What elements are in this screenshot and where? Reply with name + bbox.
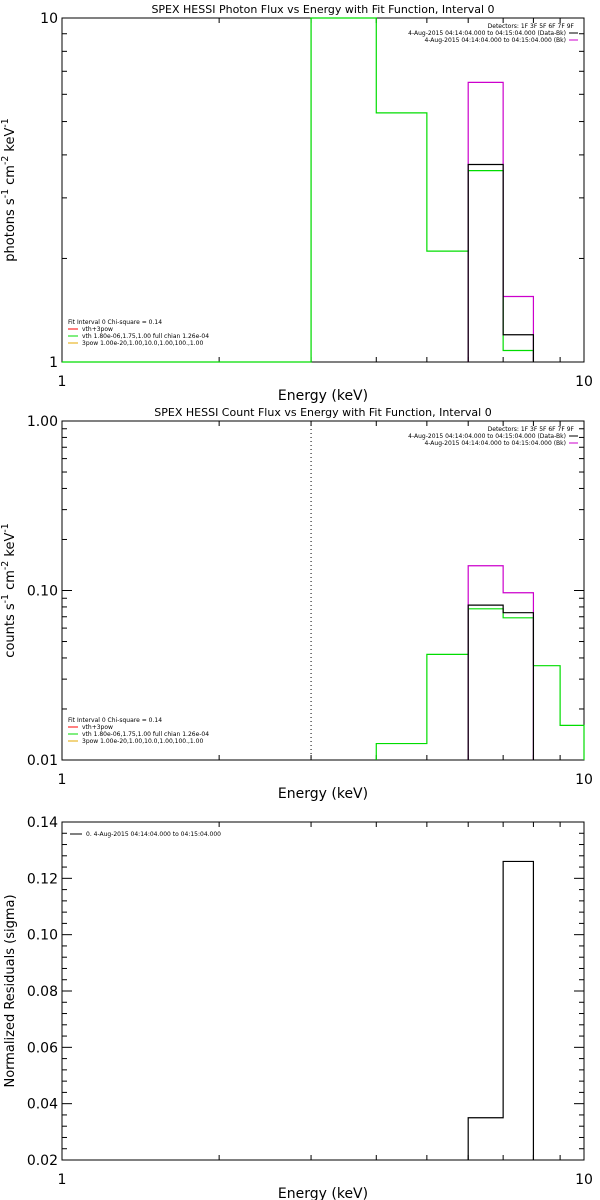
chart-panel-2: 1 10 0.01 0.10 1.00 SPEX HESSI Count Flux vs … — [0, 406, 593, 802]
x-axis-label: Energy (keV) — [278, 1186, 368, 1200]
y-tick-label: 0.06 — [27, 1040, 58, 1056]
legend-right-entry: 4-Aug-2015 04:14:04.000 to 04:15:04.000 … — [424, 440, 566, 447]
legend-left-entry: vth 1.80e-06,1.75,1.00 full chian 1.26e-… — [82, 731, 209, 738]
legend-left-entry: 3pow 1.00e-20,1.00,10.0,1.00,100.,1.00 — [82, 738, 203, 745]
legend-right-entry: 4-Aug-2015 04:14:04.000 to 04:15:04.000 … — [408, 30, 566, 37]
y-tick-label: 1.00 — [27, 414, 58, 430]
chart-title: SPEX HESSI Photon Flux vs Energy with Fi… — [151, 3, 494, 16]
x-tick-label: 1 — [58, 374, 67, 390]
series-2-steps — [467, 81, 535, 362]
legend-top-entry: 0. 4-Aug-2015 04:14:04.000 to 04:15:04.0… — [86, 831, 221, 838]
series-2-steps — [467, 565, 535, 760]
series-3-steps — [467, 163, 535, 362]
plot-frame — [61, 17, 585, 363]
y-tick-label: 0.02 — [27, 1153, 58, 1169]
chart-panel-1: 1 10 1 10 SPEX HESSI Photon Flux vs Energy w… — [0, 3, 593, 404]
x-tick-label: 1 — [58, 772, 67, 788]
legend-left-entry: vth 1.80e-06,1.75,1.00 full chian 1.26e-… — [82, 333, 209, 340]
x-tick-label: 10 — [575, 374, 593, 390]
legend-left-entry: vth+3pow — [82, 724, 113, 731]
y-tick-label: 10 — [40, 11, 58, 27]
y-tick-label: 0.14 — [27, 815, 58, 831]
legend-left-entry: 3pow 1.00e-20,1.00,10.0,1.00,100.,1.00 — [82, 340, 203, 347]
plot-frame — [61, 420, 585, 761]
y-axis-label: counts s-1​ cm-2​ keV-1​ — [0, 523, 18, 657]
y-tick-label: 0.01 — [27, 753, 58, 769]
x-tick-label: 1 — [58, 1172, 67, 1188]
y-tick-label: 0.12 — [27, 871, 58, 887]
x-axis-label: Energy (keV) — [278, 388, 368, 404]
y-tick-label: 0.04 — [27, 1097, 58, 1113]
series-3-steps — [467, 604, 535, 760]
legend-right-entry: 4-Aug-2015 04:14:04.000 to 04:15:04.000 … — [424, 37, 566, 44]
x-tick-label: 10 — [575, 772, 593, 788]
plot-frame — [61, 821, 585, 1161]
legend-right-entry: Detectors: 1F 3F 5F 6F 7F 9F — [488, 426, 575, 433]
legend-left-entry: Fit Interval 0 Chi-square = 0.14 — [68, 319, 162, 326]
series-1-steps — [467, 860, 535, 1160]
legend-left-entry: Fit Interval 0 Chi-square = 0.14 — [68, 717, 162, 724]
series-1-steps — [62, 17, 535, 363]
y-axis-label: photons s-1​ cm-2​ keV-1​ — [0, 118, 18, 261]
y-tick-label: 0.08 — [27, 984, 58, 1000]
legend-left-entry: vth+3pow — [82, 326, 113, 333]
x-axis-label: Energy (keV) — [278, 786, 368, 802]
y-tick-label: 0.10 — [27, 584, 58, 600]
y-tick-label: 0.10 — [27, 928, 58, 944]
legend-right-entry: 4-Aug-2015 04:14:04.000 to 04:15:04.000 … — [408, 433, 566, 440]
y-axis-label: Normalized Residuals (sigma) — [3, 894, 18, 1087]
x-tick-label: 10 — [575, 1172, 593, 1188]
chart-panel-3: 1 10 0.02 0.04 0.06 0.08 0.10 0.12 0.14 Energy (k… — [3, 815, 593, 1200]
series-1-steps — [375, 608, 585, 760]
legend-right-entry: Detectors: 1F 3F 5F 6F 7F 9F — [488, 23, 575, 30]
y-tick-label: 1 — [49, 355, 58, 371]
chart-title: SPEX HESSI Count Flux vs Energy with Fit… — [154, 406, 491, 419]
